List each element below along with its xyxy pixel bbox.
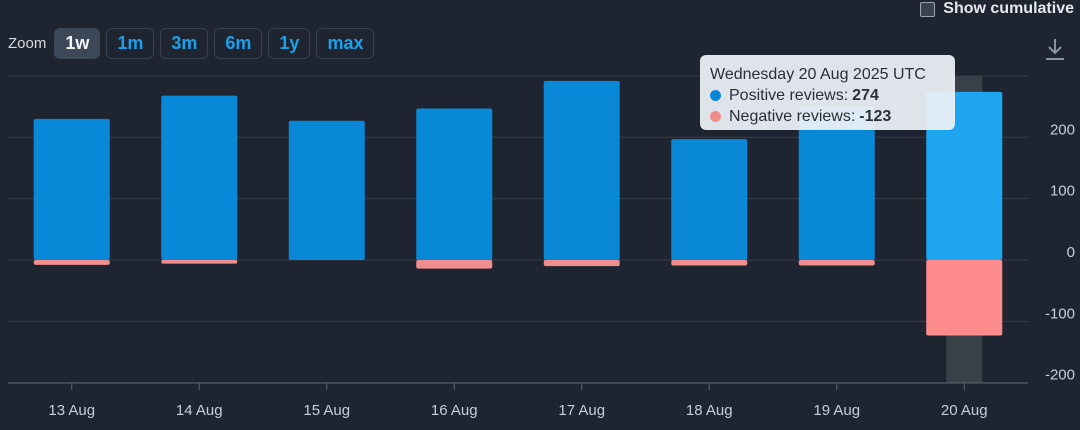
- y-tick-label: -100: [1045, 305, 1075, 322]
- negative-legend-dot: [710, 111, 721, 122]
- zoom-max-button[interactable]: max: [316, 28, 375, 59]
- negative-bar: [161, 260, 238, 264]
- x-tick-label: 16 Aug: [431, 402, 478, 419]
- chart-tooltip: Wednesday 20 Aug 2025 UTC Positive revie…: [700, 55, 955, 130]
- positive-bar: [288, 120, 365, 260]
- download-icon[interactable]: [1044, 36, 1066, 62]
- positive-bar: [671, 139, 748, 260]
- x-tick-label: 15 Aug: [303, 402, 350, 419]
- positive-bar: [161, 95, 238, 260]
- positive-bar: [926, 91, 1003, 260]
- zoom-bar: Zoom 1w 1m 3m 6m 1y max: [8, 28, 380, 59]
- x-tick-label: 19 Aug: [813, 402, 860, 419]
- show-cumulative-toggle[interactable]: Show cumulative: [920, 0, 1074, 18]
- x-tick-label: 13 Aug: [48, 402, 95, 419]
- tooltip-positive-value: 274: [852, 87, 879, 104]
- negative-bar: [416, 260, 493, 269]
- positive-bar: [33, 118, 110, 261]
- zoom-label: Zoom: [8, 35, 47, 52]
- positive-bar: [798, 106, 875, 260]
- positive-legend-dot: [710, 90, 721, 101]
- tooltip-negative-row: Negative reviews: -123: [710, 106, 945, 127]
- zoom-1y-button[interactable]: 1y: [268, 28, 311, 59]
- negative-bar: [543, 260, 620, 267]
- zoom-3m-button[interactable]: 3m: [160, 28, 209, 59]
- negative-bar: [33, 260, 110, 265]
- zoom-6m-button[interactable]: 6m: [214, 28, 263, 59]
- zoom-1m-button[interactable]: 1m: [106, 28, 155, 59]
- positive-bar: [416, 108, 493, 260]
- negative-bar: [926, 260, 1003, 336]
- x-tick-label: 18 Aug: [686, 402, 733, 419]
- tooltip-date: Wednesday 20 Aug 2025 UTC: [710, 66, 926, 83]
- cumulative-label: Show cumulative: [943, 0, 1074, 17]
- x-tick-label: 17 Aug: [558, 402, 605, 419]
- tooltip-negative-label: Negative reviews:: [729, 108, 856, 125]
- positive-bar: [543, 80, 620, 260]
- y-tick-label: -200: [1045, 367, 1075, 384]
- y-tick-label: 200: [1050, 121, 1075, 138]
- tooltip-negative-value: -123: [859, 108, 892, 125]
- tooltip-positive-row: Positive reviews: 274: [710, 85, 945, 106]
- x-tick-label: 20 Aug: [941, 402, 988, 419]
- tooltip-positive-label: Positive reviews:: [729, 87, 849, 104]
- zoom-1w-button[interactable]: 1w: [54, 28, 101, 59]
- cumulative-checkbox[interactable]: [920, 1, 936, 17]
- negative-bar: [798, 260, 875, 266]
- y-tick-label: 0: [1067, 244, 1075, 261]
- negative-bar: [671, 260, 748, 266]
- y-tick-label: 100: [1050, 183, 1075, 200]
- x-tick-label: 14 Aug: [176, 402, 223, 419]
